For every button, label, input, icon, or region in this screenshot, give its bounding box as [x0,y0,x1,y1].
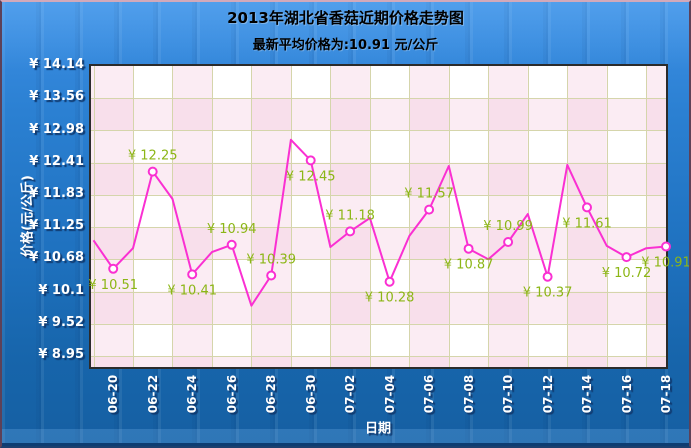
data-point-label: ¥ 10.99 [483,219,533,234]
x-axis-tick-text: 07-04 [382,374,397,414]
y-axis-tick-label: ¥ 10.68 [29,250,84,265]
data-point-marker[interactable] [305,155,316,166]
plot-svg: ¥ 10.51 ¥ 12.25 ¥ 10.41 ¥ 10.94 ¥ 10.39 ¥ 12.… [88,66,691,367]
y-axis-tick-label: ¥ 8.95 [38,347,84,362]
plot-column-stripe [409,66,449,367]
y-axis-tick-label: ¥ 10.1 [38,283,84,298]
plot-column-stripe [488,66,528,367]
x-axis-tick-label: 06-28 [249,371,293,417]
data-point-marker[interactable] [463,243,474,254]
background-floor-shadow [2,443,689,446]
x-axis-tick-text: 07-10 [500,374,515,414]
x-axis-tick-label: 07-18 [644,371,688,417]
data-point-label: ¥ 11.61 [562,216,612,231]
data-point-label: ¥ 10.51 [88,278,138,293]
data-point-label: ¥ 10.87 [444,258,494,273]
chart-title: 2013年湖北省香菇近期价格走势图 [227,9,464,27]
plot-column-stripe [330,66,370,367]
x-axis-tick-label: 07-14 [565,371,609,417]
x-axis-title: 日期 [364,421,392,437]
x-axis-tick-text: 07-02 [342,374,357,414]
background-floor-highlight [2,429,689,443]
data-point-marker[interactable] [542,271,553,282]
x-axis-tick-label: 06-22 [131,371,175,417]
x-axis-tick-text: 06-24 [184,374,199,414]
data-point-marker[interactable] [226,239,237,250]
x-axis-tick-text: 07-12 [540,374,555,414]
x-axis-tick-text: 06-30 [303,374,318,414]
data-point-marker[interactable] [582,202,592,213]
x-axis-tick-text: 07-08 [461,374,476,414]
plot-row-stripe [91,162,666,195]
chart-subtitle: 最新平均价格为:10.91 元/公斤 [252,38,439,53]
x-axis-tick-label: 07-10 [486,371,530,417]
data-point-marker[interactable] [147,166,158,177]
data-point-label: ¥ 12.25 [128,149,178,164]
plot-column-stripe [567,66,607,367]
x-axis-tick-label: 06-30 [289,371,333,417]
x-axis-tick-label: 06-24 [170,371,214,417]
data-point-marker[interactable] [345,226,356,237]
x-axis-tick-label: 06-26 [210,371,254,417]
price-line [92,138,667,307]
data-point-marker[interactable] [266,270,277,281]
x-axis-tick-text: 07-06 [421,374,436,414]
data-point-label: ¥ 11.57 [404,187,454,202]
x-axis-tick-label: 07-06 [407,371,451,417]
plot-column-stripe [91,66,133,367]
x-axis-tick-label: 07-02 [328,371,372,417]
data-point-marker[interactable] [621,252,632,263]
data-point-label: ¥ 10.37 [523,286,573,301]
y-axis-tick-label: ¥ 9.52 [38,315,84,330]
plot-row-stripe [91,356,666,367]
plot-row-stripe [91,291,666,324]
data-point-marker[interactable] [661,241,671,252]
plot-column-stripe [172,66,212,367]
x-axis-tick-text: 06-20 [105,374,120,414]
plot-column-stripe [646,66,666,367]
data-point-marker[interactable] [108,263,119,274]
data-point-label: ¥ 10.72 [602,266,652,281]
y-axis-tick-label: ¥ 13.56 [29,89,84,104]
x-axis-tick-label: 06-20 [91,371,135,417]
x-axis-tick-label: 07-16 [605,371,649,417]
y-axis-tick-label: ¥ 14.14 [29,57,84,72]
x-axis-tick-text: 07-18 [658,374,673,414]
plot-area[interactable]: ¥ 10.51 ¥ 12.25 ¥ 10.41 ¥ 10.94 ¥ 10.39 ¥ 12.… [88,64,691,369]
plot-row-stripe [91,98,666,131]
x-axis-tick-label: 07-08 [447,371,491,417]
plot-column-stripe [251,66,291,367]
x-axis-tick-label: 07-12 [526,371,570,417]
data-point-marker[interactable] [187,269,198,280]
data-point-label: ¥ 10.41 [167,283,217,298]
data-point-marker[interactable] [384,276,395,287]
data-point-label: ¥ 12.45 [286,169,336,184]
data-point-label: ¥ 10.39 [246,253,296,268]
x-axis-tick-text: 07-16 [619,374,634,414]
data-point-marker[interactable] [424,204,435,215]
y-axis-tick-label: ¥ 12.41 [29,154,84,169]
x-axis-tick-label: 07-04 [368,371,412,417]
x-axis-tick-text: 06-28 [263,374,278,414]
x-axis-tick-text: 06-22 [145,374,160,414]
y-axis-tick-label: ¥ 12.98 [29,122,84,137]
data-point-label: ¥ 10.94 [207,222,257,237]
data-point-label: ¥ 10.28 [365,291,415,306]
data-point-marker[interactable] [503,237,514,247]
y-axis-tick-label: ¥ 11.83 [29,186,84,201]
x-axis-tick-text: 06-26 [224,374,239,414]
x-axis-tick-text: 07-14 [579,374,594,414]
data-point-label: ¥ 11.18 [325,208,375,223]
y-axis-tick-label: ¥ 11.25 [29,218,84,233]
data-point-label: ¥ 10.91 [641,256,691,271]
